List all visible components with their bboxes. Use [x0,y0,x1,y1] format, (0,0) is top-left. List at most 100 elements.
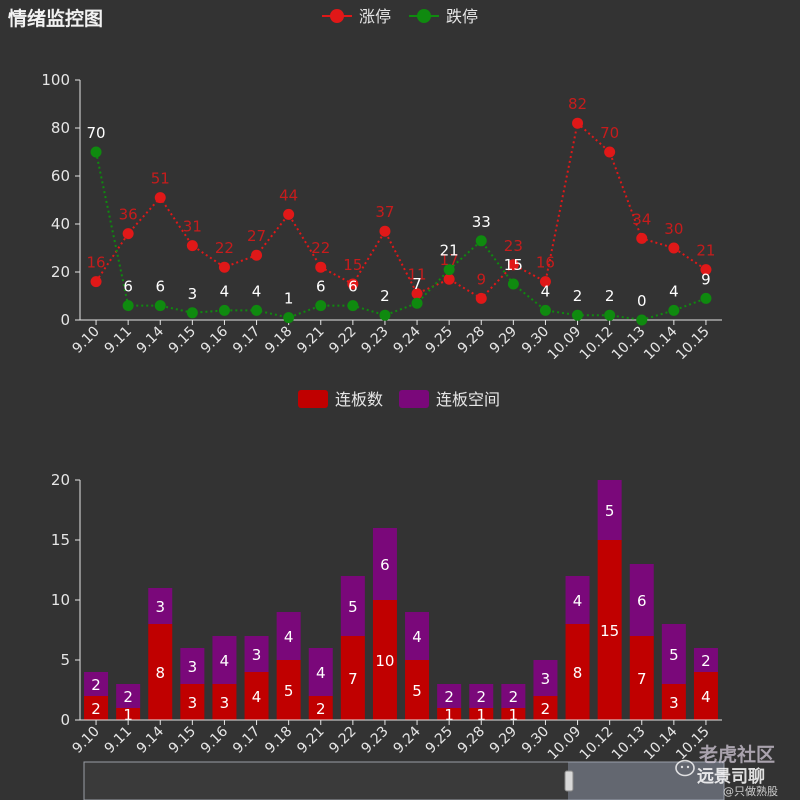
limit-up-point [122,228,134,240]
limit-down-point [668,304,680,316]
board-space-bar [84,672,109,696]
board-count-bar [469,708,494,720]
board-space-bar [244,636,269,672]
board-space-label: 2 [123,688,133,706]
watermark-line-1: 老虎社区 [699,744,776,766]
board-count-label: 1 [444,706,454,724]
board-count-label: 1 [123,706,133,724]
limit-down-point [90,146,102,158]
y-tick-label: 5 [60,651,70,669]
board-space-label: 4 [573,592,583,610]
board-space-bar [597,480,622,540]
board-count-label: 5 [284,682,294,700]
board-count-bar [565,624,590,720]
x-tick-label: 9.23 [358,724,391,757]
board-space-bar [533,660,558,696]
limit-up-point [154,192,166,204]
board-count-label: 2 [91,700,101,718]
limit-up-point [668,242,680,254]
zoom-selected-range[interactable] [568,762,724,800]
y-tick-label: 0 [60,311,70,329]
limit-down-label: 6 [123,278,133,296]
x-tick-label: 9.23 [358,324,391,357]
board-count-bar [84,696,109,720]
board-count-label: 7 [348,670,358,688]
limit-down-label: 33 [472,213,491,231]
x-tick-label: 10.14 [641,323,681,363]
legend-label: 连板空间 [436,390,500,409]
limit-down-label: 6 [316,278,326,296]
limit-up-label: 30 [664,220,683,238]
limit-down-point [283,312,295,324]
x-tick-label: 9.11 [102,724,135,757]
x-tick-label: 9.24 [391,723,424,756]
limit-down-point [411,297,423,309]
board-count-label: 8 [573,664,583,682]
board-space-label: 4 [284,628,294,646]
limit-down-point [154,300,166,312]
limit-down-point [475,235,487,247]
board-count-bar [308,696,333,720]
x-tick-label: 9.15 [166,724,199,757]
board-count-bar [276,660,301,720]
x-tick-label: 9.28 [455,724,488,757]
limit-down-label: 4 [220,282,230,300]
zoom-handle[interactable] [564,770,574,792]
limit-up-point [572,117,584,129]
limit-down-point [572,309,584,321]
x-tick-label: 9.29 [487,724,520,757]
limit-up-label: 36 [119,206,138,224]
limit-up-point [539,276,551,288]
board-space-label: 2 [476,688,486,706]
board-count-label: 15 [600,622,619,640]
legend-label: 跌停 [446,7,478,26]
limit-down-label: 21 [440,242,459,260]
legend-label: 涨停 [359,7,391,26]
board-space-label: 2 [701,652,711,670]
limit-down-label: 6 [348,278,358,296]
limit-up-point [251,249,263,261]
x-tick-label: 9.29 [487,324,520,357]
board-space-bar [437,684,462,708]
limit-down-point [443,264,455,276]
wechat-icon [675,759,695,777]
zoom-track[interactable] [83,761,725,800]
limit-down-label: 0 [637,292,647,310]
board-space-bar [372,528,397,600]
limit-up-label: 37 [375,203,394,221]
board-space-bar [693,648,718,672]
limit-up-point [507,259,519,271]
x-tick-label: 9.21 [294,724,327,757]
y-tick-label: 20 [51,263,70,281]
board-count-bar [693,672,718,720]
legend-marker [330,9,344,23]
limit-down-label: 4 [252,282,262,300]
page-title: 情绪监控图 [8,8,104,30]
limit-up-point [347,278,359,290]
limit-down-label: 9 [701,270,711,288]
board-count-bar [629,636,654,720]
limit-down-label: 2 [605,287,615,305]
limit-up-label: 31 [183,218,202,236]
board-count-bar [212,684,237,720]
board-space-label: 6 [380,556,390,574]
board-space-bar [405,612,430,660]
board-count-bar [180,684,205,720]
data-zoom-slider[interactable] [83,761,725,800]
x-tick-label: 9.18 [262,324,295,357]
watermark: 老虎社区 远景司聊 @只做熟股 [675,740,795,798]
y-tick-label: 0 [60,711,70,729]
board-space-label: 4 [220,652,230,670]
limit-up-label: 17 [440,251,459,269]
series-line-limit-up [95,121,707,300]
limit-down-point [218,304,230,316]
limit-up-label: 22 [215,239,234,257]
limit-down-point [315,300,327,312]
limit-up-point [218,261,230,273]
board-count-label: 1 [476,706,486,724]
limit-down-point [379,309,391,321]
board-space-bar [565,576,590,624]
legend-label: 连板数 [335,390,383,409]
limit-up-label: 16 [536,254,555,272]
